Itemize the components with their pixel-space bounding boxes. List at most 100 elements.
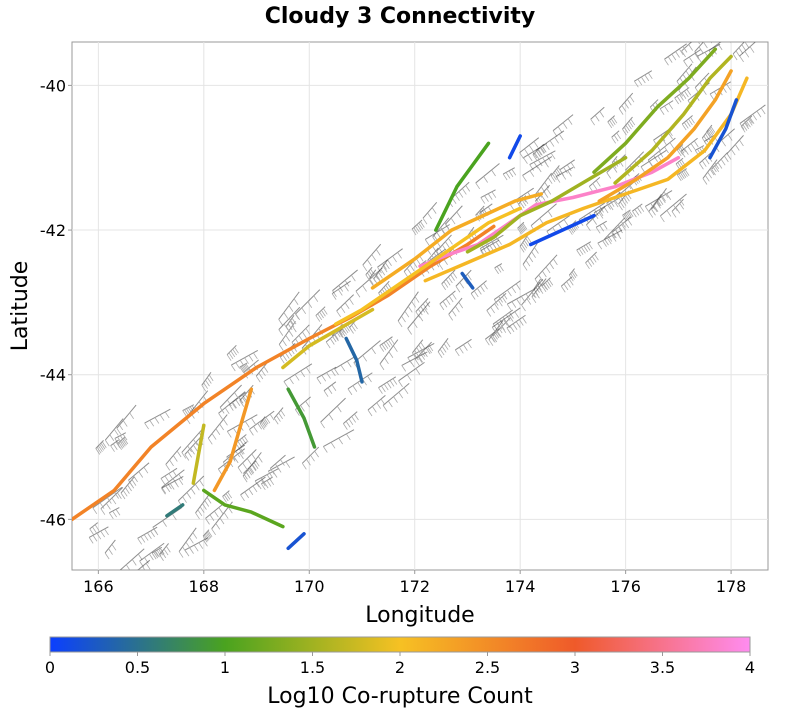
fault-dip-tick [242,394,247,402]
fault-dip-tick [483,176,488,183]
fault-dip-tick [161,487,167,494]
fault-dip-tick [511,286,517,294]
fault-dip-tick [151,552,157,560]
colorbar-tick-label: 1.5 [300,658,325,677]
fault-dip-tick [219,423,224,431]
fault-dip-tick [704,157,710,165]
fault-dip-tick [599,225,604,232]
fault-dip-tick [749,117,755,124]
fault-dip-tick [165,545,171,553]
fault-dip-tick [379,363,385,371]
fault-dip-tick [592,183,598,190]
fault-dip-tick [142,578,146,584]
fault-dip-tick [284,352,290,359]
background-fault [104,539,116,554]
fault-dip-tick [162,520,167,527]
fault-dip-tick [543,191,549,198]
fault-dip-tick [739,0,743,3]
fault-dip-tick [739,123,745,130]
fault-dip-tick [282,354,288,362]
fault-dip-tick [128,582,132,588]
fault-dip-tick [232,348,237,356]
x-tick-label: 172 [399,577,430,596]
fault-dip-tick [664,105,669,113]
fault-dip-tick [261,369,266,377]
fault-dip-tick [683,170,688,177]
fault-dip-tick [518,227,523,234]
fault-dip-tick [373,272,378,279]
fault-dip-tick [266,480,272,487]
fault-dip-tick [385,262,390,270]
background-fault [315,306,326,316]
fault-dip-tick [147,575,151,581]
fault-dip-tick [709,127,715,135]
fault-dip-tick [305,328,311,335]
fault-dip-tick [209,514,215,521]
fault-dip-tick [388,400,393,408]
fault-dip-tick [149,553,154,561]
fault-dip-tick [362,285,367,292]
fault-dip-tick [526,235,532,243]
fault-dip-tick [235,450,241,458]
fault-dip-tick [521,199,527,207]
background-fault [640,149,667,168]
fault-dip-tick [238,448,244,455]
fault-dip-tick [448,276,453,284]
background-fault [291,324,310,343]
fault-dip-tick [756,110,762,118]
fault-dip-tick [255,375,261,383]
fault-dip-tick [594,114,600,122]
fault-dip-tick [686,89,692,96]
fault-series-ruahine-fault [592,47,718,174]
fault-dip-tick [335,330,341,338]
fault-dip-tick [490,306,495,314]
fault-dip-tick [632,210,637,218]
fault-dip-tick [383,342,389,349]
fault-dip-tick [480,197,486,204]
background-fault [116,404,137,429]
fault-dip-tick [678,48,684,56]
fault-dip-tick [727,134,733,141]
background-fault [159,543,169,556]
fault-dip-tick [704,175,710,182]
fault-dip-tick [690,116,695,124]
fault-dip-tick [660,215,665,223]
fault-dip-tick [594,209,599,216]
background-fault [368,269,377,279]
fault-dip-tick [592,218,597,225]
fault-dip-tick [204,533,210,541]
fault-dip-tick [415,225,420,233]
fault-dip-tick [545,282,550,289]
background-fault [559,159,575,171]
background-fault [746,0,772,7]
fault-dip-tick [203,534,209,542]
fault-dip-tick [505,314,511,321]
fault-dip-tick [680,172,685,179]
fault-dip-tick [375,249,381,256]
fault-dip-tick [644,206,650,213]
fault-dip-tick [283,323,289,331]
fault-series-buller-fault [434,141,491,232]
background-fault [475,163,500,184]
background-fault [680,137,698,152]
background-fault [683,49,701,62]
fault-dip-tick [628,210,634,218]
fault-dip-tick [634,209,640,216]
fault-dip-tick [684,148,689,155]
fault-dip-tick [393,345,398,352]
fault-dip-tick [163,548,169,556]
fault-dip-tick [187,451,193,458]
background-fault [178,527,197,552]
background-fault [470,280,487,294]
fault-dip-tick [557,126,563,133]
background-fault [746,11,760,26]
fault-dip-tick [441,283,447,291]
fault-dip-tick [357,382,363,389]
fault-dip-tick [214,510,219,518]
fault-dip-tick [239,400,245,407]
fault-dip-tick [378,272,383,279]
fault-dip-tick [328,413,334,421]
fault-dip-tick [241,365,247,372]
fault-dip-tick [740,13,744,19]
fault-series-waitaki-fault [286,387,317,449]
